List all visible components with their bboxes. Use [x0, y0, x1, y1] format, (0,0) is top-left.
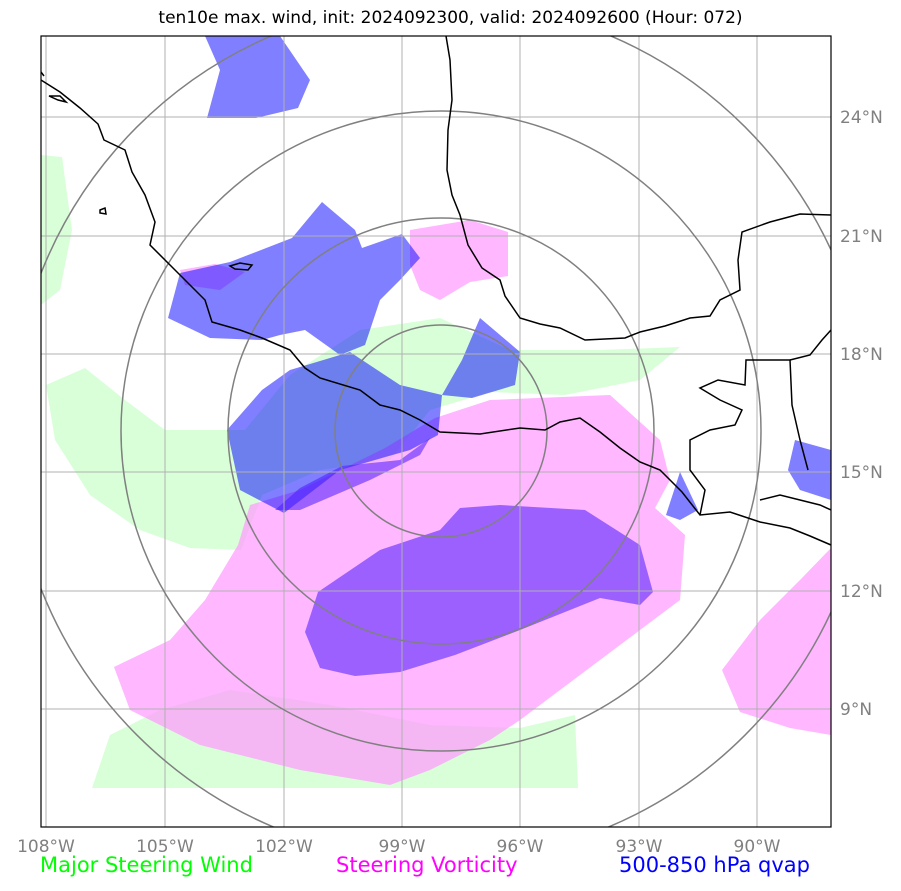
lon-label: 96°W [497, 837, 544, 857]
coastline-pacific-mexico [41, 79, 831, 546]
distance-ring-2 [227, 217, 655, 645]
lon-label: 102°W [255, 837, 313, 857]
steering-wind-area-west [41, 155, 72, 305]
qvap-area-coast [666, 472, 698, 520]
map-title: ten10e max. wind, init: 2024092300, vali… [158, 8, 743, 28]
coastlines [41, 36, 831, 546]
coastline-baja-2 [48, 95, 69, 104]
lon-label: 105°W [136, 837, 194, 857]
island-small [99, 206, 107, 215]
lat-label: 18°N [840, 345, 883, 365]
legend-steering-wind: Major Steering Wind [40, 853, 253, 877]
vorticity-area-north [410, 220, 508, 300]
distance-ring-1 [334, 324, 548, 538]
distance-rings [41, 36, 831, 827]
overlap-area-central [275, 438, 430, 510]
qvap-area-right [788, 440, 831, 500]
qvap-area-top [205, 36, 310, 118]
coastline-gulf-mexico [445, 36, 831, 341]
lat-label: 12°N [840, 582, 883, 602]
coastline-honduras [759, 494, 831, 511]
lat-label: 21°N [840, 227, 883, 247]
coastline-yucatan [789, 329, 831, 361]
graticule [41, 36, 831, 827]
lon-label: 108°W [17, 837, 75, 857]
island-revillagigedo [228, 262, 254, 271]
map-frame [40, 35, 832, 828]
legend-steering-vorticity: Steering Vorticity [336, 853, 518, 877]
qvap-area-west-mexico [168, 202, 420, 355]
legend-qvap: 500-850 hPa qvap [619, 853, 810, 877]
lon-label: 93°W [616, 837, 663, 857]
lon-label: 90°W [734, 837, 781, 857]
lon-axis-labels: 108°W 105°W 102°W 99°W 96°W 93°W 90°W [17, 837, 781, 857]
lon-label: 99°W [379, 837, 426, 857]
lat-axis-labels: 24°N 21°N 18°N 15°N 12°N 9°N [840, 108, 883, 720]
lat-label: 9°N [840, 700, 872, 720]
lat-label: 15°N [840, 463, 883, 483]
distance-ring-3 [120, 110, 762, 752]
vorticity-area-east [722, 548, 831, 735]
border-guatemala [689, 359, 809, 516]
lat-label: 24°N [840, 108, 883, 128]
qvap-area-east-finger [442, 318, 520, 398]
